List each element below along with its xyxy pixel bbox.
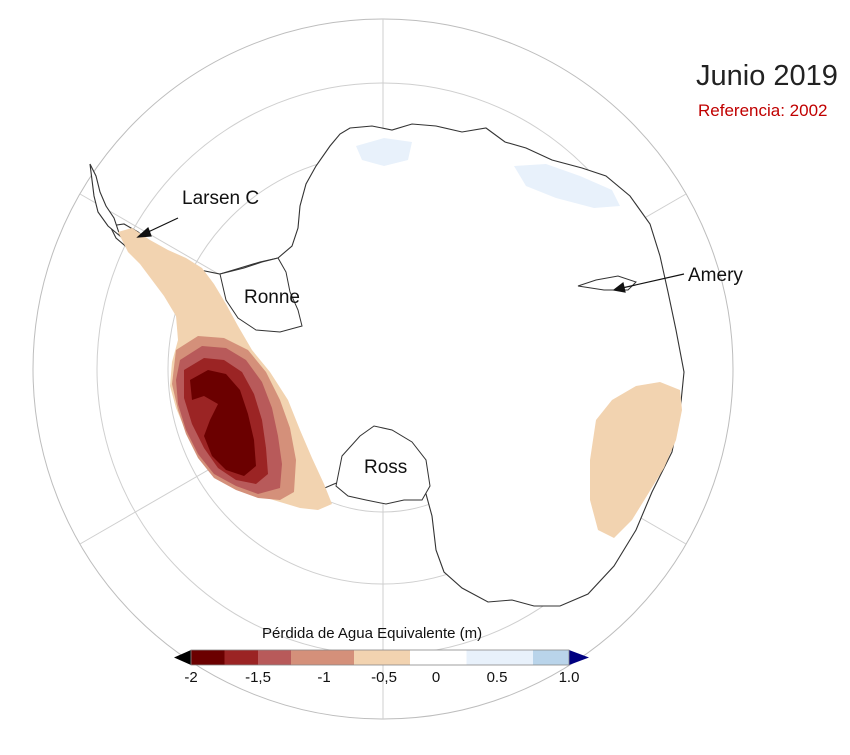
legend-tick: -0,5 [371,669,397,686]
ross-ice-shelf [335,425,431,505]
colorbar-bin [466,650,533,665]
annotation-arrows [136,217,685,293]
colorbar-over-arrow [569,650,589,665]
legend-tick: 0 [431,669,441,686]
label-larsen-c: Larsen C [182,188,260,209]
colorbar-under-arrow [174,650,191,665]
legend-tick: 0.5 [486,669,508,686]
mass-change-anomalies [118,138,682,538]
amery-arrow-line [621,273,685,289]
anomaly-light-peach-east [590,382,682,538]
anomaly-dark-red-west [190,370,256,476]
colorbar-bin [224,650,258,665]
legend-tick: -1,5 [245,669,271,686]
larsen-arrow-line [145,217,179,234]
label-ross: Ross [364,457,408,478]
colorbar-bin [291,650,354,665]
larsen-arrowhead [136,226,152,238]
colorbar-bin [410,650,467,665]
anomaly-gain-northeast [514,164,620,208]
anomaly-gain-north [356,138,412,166]
label-ronne: Ronne [244,287,300,308]
colorbar-bin [191,650,225,665]
legend-title: Pérdida de Agua Equivalente (m) [262,625,483,642]
legend-tick: -2 [184,669,198,686]
legend-tick: 1.0 [558,669,580,686]
label-amery: Amery [688,265,743,286]
colorbar-bin [354,650,410,665]
ronne-ice-shelf [219,257,303,333]
antarctic-peninsula [89,163,122,238]
map-subtitle: Referencia: 2002 [698,101,828,120]
colorbar-bin [258,650,291,665]
amery-arrowhead [612,281,626,293]
legend-tick: -1 [317,669,331,686]
map-title: Junio 2019 [696,60,838,92]
colorbar-frame [190,649,570,666]
colorbar [174,649,589,666]
colorbar-bin [533,650,569,665]
